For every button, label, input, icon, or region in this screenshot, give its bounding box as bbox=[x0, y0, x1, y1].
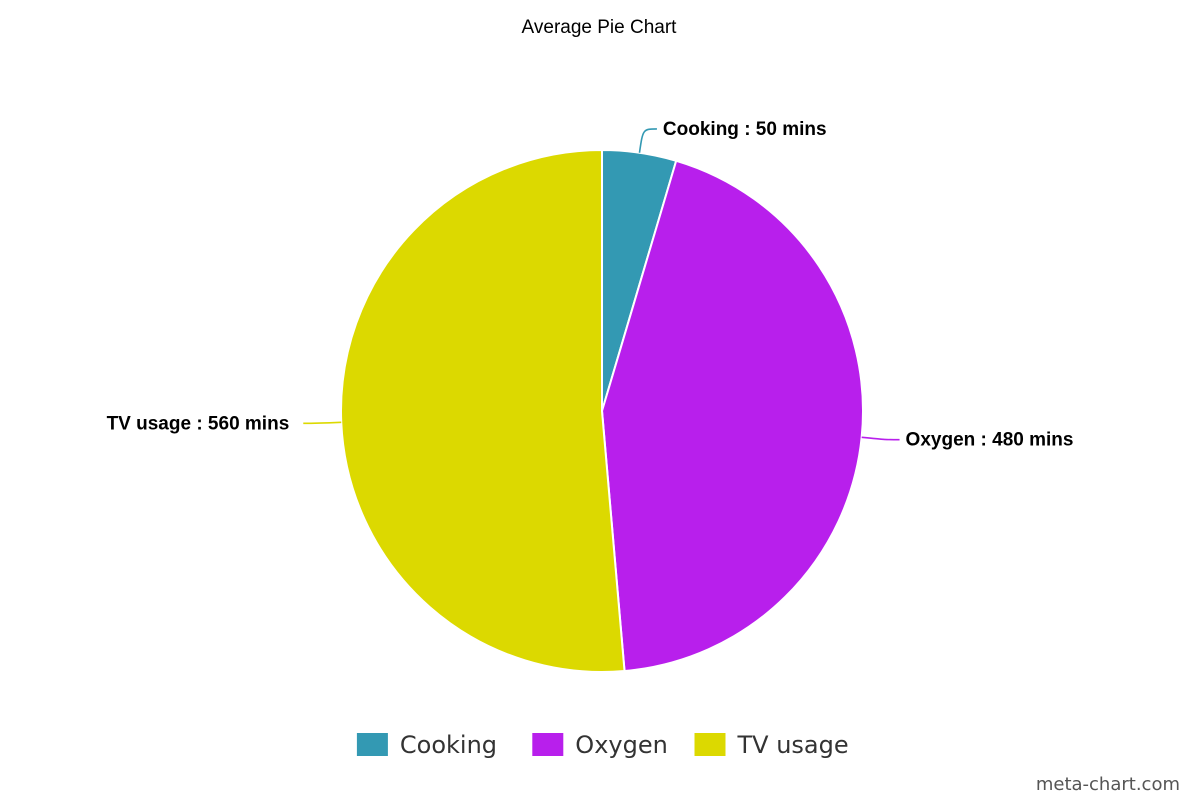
legend-swatch-oxygen bbox=[532, 733, 564, 756]
connector-cooking bbox=[638, 128, 657, 153]
data-label-tv-usage: TV usage : 560 mins bbox=[107, 413, 290, 434]
pie-slices bbox=[340, 149, 864, 673]
legend-label-cooking: Cooking bbox=[400, 731, 497, 759]
legend-label-tv-usage: TV usage bbox=[737, 731, 849, 759]
data-label-oxygen: Oxygen : 480 mins bbox=[906, 430, 1074, 451]
legend-swatch-tv-usage bbox=[694, 733, 726, 756]
legend-item-oxygen[interactable]: Oxygen bbox=[532, 731, 668, 759]
legend-label-oxygen: Oxygen bbox=[575, 731, 668, 759]
connector-tv-usage bbox=[303, 421, 342, 425]
legend-item-cooking[interactable]: Cooking bbox=[356, 731, 497, 759]
chart-title: Average Pie Chart bbox=[522, 17, 678, 38]
connector-oxygen bbox=[861, 436, 900, 441]
legend: Cooking Oxygen TV usage bbox=[356, 731, 849, 759]
legend-item-tv-usage[interactable]: TV usage bbox=[694, 731, 849, 759]
legend-swatch-cooking bbox=[356, 733, 388, 756]
pie-slice-tv-usage[interactable] bbox=[340, 149, 626, 673]
data-labels: Cooking : 50 mins Oxygen : 480 mins TV usa… bbox=[107, 119, 1074, 451]
pie-slice-oxygen[interactable] bbox=[601, 159, 864, 673]
watermark: meta-chart.com bbox=[1036, 774, 1180, 795]
data-label-cooking: Cooking : 50 mins bbox=[663, 119, 827, 140]
